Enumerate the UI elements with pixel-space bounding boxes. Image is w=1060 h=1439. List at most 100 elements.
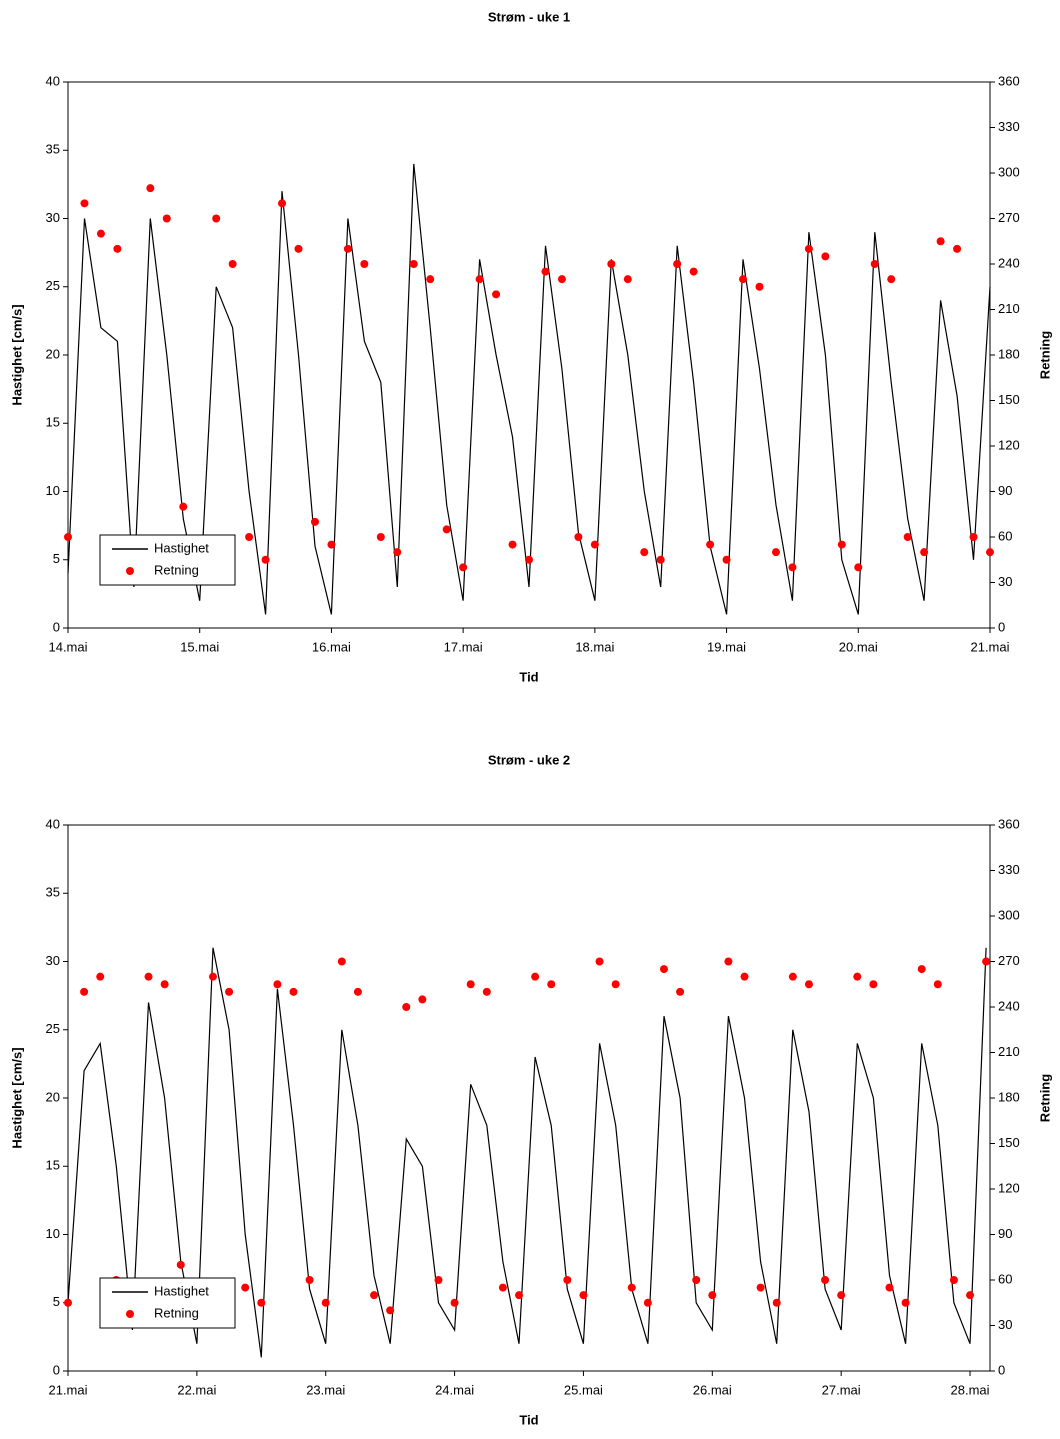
x-tick-label: 15.mai: [180, 639, 219, 654]
x-tick-label: 25.mai: [564, 1382, 603, 1397]
y2-tick-label: 210: [998, 1044, 1020, 1059]
direction-point: [426, 275, 435, 284]
y-tick-label: 20: [46, 1089, 60, 1104]
direction-point: [146, 184, 155, 193]
direction-point: [901, 1298, 910, 1307]
speed-line: [67, 163, 991, 615]
y2-tick-label: 330: [998, 862, 1020, 877]
y2-tick-label: 330: [998, 119, 1020, 134]
direction-point: [466, 980, 475, 989]
y-tick-label: 5: [53, 551, 60, 566]
direction-point: [64, 533, 72, 541]
y-tick-label: 30: [46, 210, 60, 225]
direction-point: [531, 972, 540, 981]
direction-point: [498, 1283, 507, 1292]
direction-point: [225, 987, 234, 996]
direction-point: [643, 1298, 652, 1307]
direction-point: [376, 533, 385, 541]
direction-point: [676, 987, 685, 996]
y-tick-label: 5: [53, 1294, 60, 1309]
legend-label: Retning: [154, 562, 199, 577]
direction-point: [482, 987, 491, 996]
y-tick-label: 40: [46, 73, 60, 88]
legend-box: [99, 534, 236, 586]
y-axis-label: Hastighet [cm/s]: [9, 1047, 24, 1148]
direction-point: [409, 260, 418, 268]
direction-point: [515, 1291, 524, 1300]
chart: Strøm - uke 1 0 5 10 15 20 25 30 35 40 0 30 60 90 120 1…: [9, 9, 1052, 684]
direction-point: [936, 237, 945, 246]
x-axis-label: Tid: [519, 1412, 538, 1427]
direction-point: [692, 1276, 701, 1284]
y-axis-label: Hastighet [cm/s]: [9, 304, 24, 405]
legend-label: Retning: [154, 1305, 199, 1320]
y2-tick-label: 180: [998, 1089, 1020, 1104]
x-tick-label: 27.mai: [822, 1382, 861, 1397]
direction-point: [595, 957, 604, 966]
y-tick-label: 15: [46, 1158, 60, 1173]
direction-point: [724, 957, 733, 966]
y-tick-label: 0: [53, 619, 60, 634]
y-tick-label: 40: [46, 816, 60, 831]
direction-point: [80, 987, 89, 996]
direction-point: [557, 275, 566, 284]
direction-point: [837, 540, 846, 549]
y2-tick-label: 90: [998, 1226, 1012, 1241]
direction-point: [708, 1291, 717, 1300]
direction-point: [739, 275, 748, 284]
direction-point: [162, 214, 171, 223]
y-tick-label: 35: [46, 142, 60, 157]
chart-title: Strøm - uke 2: [488, 752, 570, 767]
direction-point: [144, 972, 153, 981]
direction-point: [920, 548, 929, 557]
direction-point: [607, 260, 616, 268]
direction-point: [321, 1298, 330, 1307]
direction-point: [160, 980, 169, 989]
direction-point: [563, 1276, 572, 1284]
y2-tick-label: 150: [998, 392, 1020, 407]
y-tick-label: 0: [53, 1362, 60, 1377]
direction-point: [853, 972, 862, 981]
y-tick-label: 35: [46, 885, 60, 900]
direction-point: [953, 244, 962, 253]
x-tick-label: 24.mai: [435, 1382, 474, 1397]
y-tick-label: 20: [46, 346, 60, 361]
direction-point: [887, 275, 896, 284]
direction-point: [278, 199, 287, 208]
direction-point: [64, 1298, 72, 1307]
direction-point: [393, 548, 402, 557]
direction-point: [969, 533, 978, 541]
direction-point: [821, 252, 830, 261]
direction-point: [966, 1291, 975, 1300]
y2-tick-label: 180: [998, 346, 1020, 361]
direction-point: [402, 1003, 411, 1011]
direction-point: [627, 1283, 636, 1292]
direction-point: [508, 540, 517, 549]
direction-point: [756, 1283, 765, 1292]
x-tick-label: 19.mai: [707, 639, 746, 654]
direction-point: [772, 1298, 781, 1307]
direction-point: [245, 533, 254, 541]
direction-point: [343, 244, 352, 253]
y2-tick-label: 30: [998, 574, 1012, 589]
y2-tick-label: 270: [998, 953, 1020, 968]
y2-tick-label: 0: [998, 619, 1005, 634]
direction-point: [450, 1298, 459, 1307]
direction-point: [547, 980, 556, 989]
y2-axis-label: Retning: [1037, 1074, 1052, 1122]
x-tick-label: 26.mai: [693, 1382, 732, 1397]
legend-symbol: [126, 567, 134, 575]
direction-point: [804, 244, 813, 253]
direction-point: [241, 1283, 250, 1292]
direction-point: [370, 1291, 379, 1300]
direction-point: [788, 972, 797, 981]
y2-tick-label: 360: [998, 73, 1020, 88]
y-tick-label: 25: [46, 278, 60, 293]
x-tick-label: 14.mai: [48, 639, 87, 654]
y2-tick-label: 300: [998, 164, 1020, 179]
direction-point: [590, 540, 599, 549]
direction-point: [611, 980, 620, 989]
direction-point: [525, 555, 533, 564]
y-tick-label: 30: [46, 953, 60, 968]
direction-point: [740, 972, 749, 981]
